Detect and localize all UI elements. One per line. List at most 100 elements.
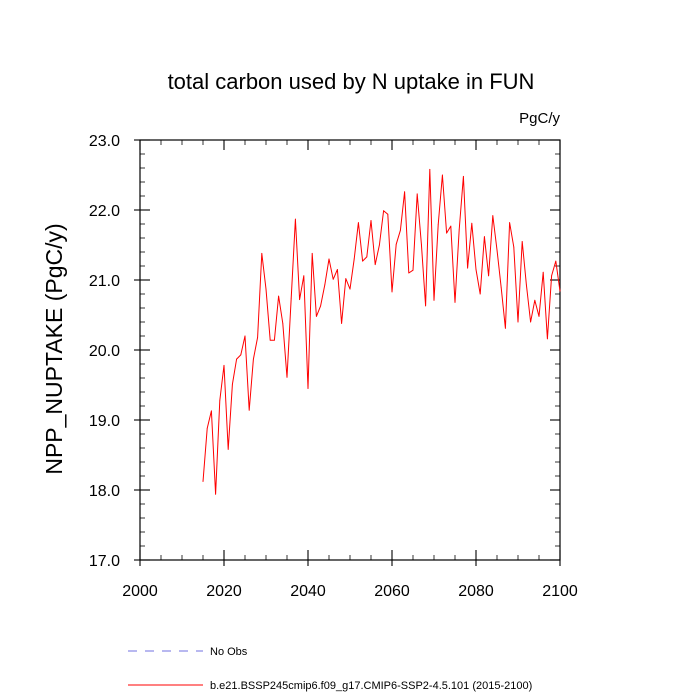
data-point xyxy=(509,222,510,224)
data-point xyxy=(370,220,372,221)
y-tick-labels: 17.0 18.0 19.0 20.0 21.0 22.0 23.0 xyxy=(89,133,120,570)
data-point xyxy=(446,232,447,234)
data-point xyxy=(374,264,376,265)
x-tick-label: 2020 xyxy=(206,583,242,600)
data-point xyxy=(421,243,422,245)
data-point xyxy=(295,218,296,220)
y-tick-label: 21.0 xyxy=(89,273,120,290)
data-point xyxy=(513,246,515,248)
data-point xyxy=(542,271,544,273)
data-point xyxy=(526,284,527,286)
data-point xyxy=(307,388,309,389)
data-point xyxy=(429,169,431,170)
y-tick-label: 23.0 xyxy=(89,133,120,150)
data-point xyxy=(559,290,561,292)
major-ticks xyxy=(134,139,561,566)
data-point xyxy=(349,288,351,290)
data-point xyxy=(488,275,489,277)
x-tick-labels: 2000 2020 2040 2060 2080 2100 xyxy=(122,583,578,600)
data-point xyxy=(269,339,271,341)
data-point xyxy=(316,316,317,317)
data-point xyxy=(433,299,435,301)
data-point xyxy=(202,481,204,482)
minor-ticks xyxy=(140,140,560,560)
data-point xyxy=(530,321,531,323)
data-point xyxy=(303,275,305,277)
data-point xyxy=(400,229,401,231)
x-tick-label: 2100 xyxy=(542,583,578,600)
data-point xyxy=(412,269,414,271)
data-point xyxy=(555,260,557,262)
data-point xyxy=(425,305,426,307)
data-point xyxy=(232,383,233,385)
data-point xyxy=(227,449,229,450)
data-point xyxy=(219,400,221,401)
data-point xyxy=(253,358,254,360)
data-point xyxy=(345,278,347,279)
data-point xyxy=(475,269,477,270)
data-point xyxy=(257,337,258,338)
data-point xyxy=(463,176,464,177)
x-tick-label: 2080 xyxy=(458,583,494,600)
data-point xyxy=(353,258,355,260)
data-point xyxy=(454,302,456,303)
data-point xyxy=(437,224,439,226)
data-point xyxy=(290,297,292,299)
data-point xyxy=(320,305,321,307)
data-point xyxy=(408,272,410,274)
data-point xyxy=(332,278,334,280)
data-point xyxy=(395,243,397,245)
data-point xyxy=(215,493,217,495)
series-line xyxy=(202,168,561,495)
data-point xyxy=(223,365,225,366)
data-point xyxy=(261,253,263,254)
data-point xyxy=(500,287,502,289)
legend: No Obs b.e21.BSSP245cmip6.f09_g17.CMIP6-… xyxy=(128,646,532,692)
data-point xyxy=(479,293,481,295)
data-point xyxy=(286,376,288,378)
data-point xyxy=(547,338,548,340)
data-point xyxy=(240,354,242,356)
data-point xyxy=(505,327,506,329)
x-tick-label: 2060 xyxy=(374,583,410,600)
data-point xyxy=(471,222,473,224)
data-point xyxy=(324,284,326,286)
data-point xyxy=(337,269,338,270)
data-point xyxy=(484,236,485,238)
data-point xyxy=(387,213,389,215)
data-point xyxy=(551,275,552,277)
y-tick-label: 20.0 xyxy=(89,343,120,360)
data-point xyxy=(366,256,368,258)
data-point xyxy=(404,191,405,193)
data-point xyxy=(538,316,540,317)
data-point xyxy=(274,339,275,341)
data-point xyxy=(442,174,443,176)
data-point xyxy=(450,225,452,227)
data-point xyxy=(311,253,313,254)
data-point xyxy=(282,323,284,324)
data-point xyxy=(206,428,208,429)
y-tick-label: 18.0 xyxy=(89,483,120,500)
data-point xyxy=(517,321,519,323)
data-point xyxy=(416,193,418,195)
data-point xyxy=(236,358,238,360)
y-tick-label: 19.0 xyxy=(89,413,120,430)
units-label: PgC/y xyxy=(519,110,560,127)
data-point xyxy=(248,409,250,411)
data-point xyxy=(467,267,468,269)
plot-frame xyxy=(139,139,561,561)
x-tick-label: 2000 xyxy=(122,583,158,600)
data-point xyxy=(341,323,342,324)
data-point xyxy=(211,410,212,412)
chart-title: total carbon used by N uptake in FUN xyxy=(168,69,535,94)
x-tick-label: 2040 xyxy=(290,583,326,600)
data-point xyxy=(362,260,363,262)
legend-label-model: b.e21.BSSP245cmip6.f09_g17.CMIP6-SSP2-4.… xyxy=(210,680,532,692)
data-point xyxy=(383,210,384,212)
data-point xyxy=(328,258,330,260)
legend-label-no-obs: No Obs xyxy=(210,646,248,658)
series-layer xyxy=(202,168,561,495)
y-axis-label: NPP_NUPTAKE (PgC/y) xyxy=(41,223,67,474)
y-tick-label: 22.0 xyxy=(89,203,120,220)
